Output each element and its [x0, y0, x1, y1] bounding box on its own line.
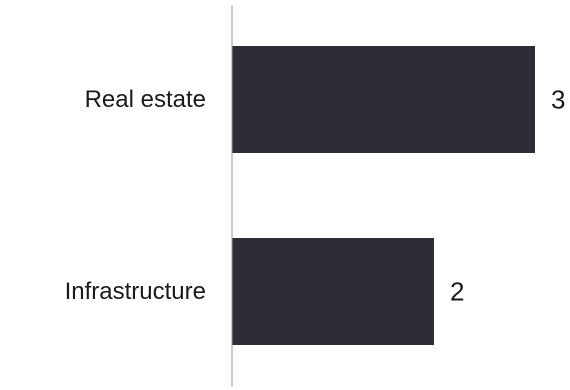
bar-infrastructure — [232, 238, 434, 345]
value-labels: 32 — [450, 85, 565, 307]
category-labels: Real estate Infrastructure — [65, 86, 206, 305]
bars-group — [232, 46, 535, 345]
value-label: 2 — [450, 277, 464, 307]
value-label: 3 — [551, 85, 565, 115]
category-label: Real estate — [85, 86, 206, 113]
bar-real-estate — [232, 46, 535, 153]
category-label: Infrastructure — [65, 278, 206, 305]
